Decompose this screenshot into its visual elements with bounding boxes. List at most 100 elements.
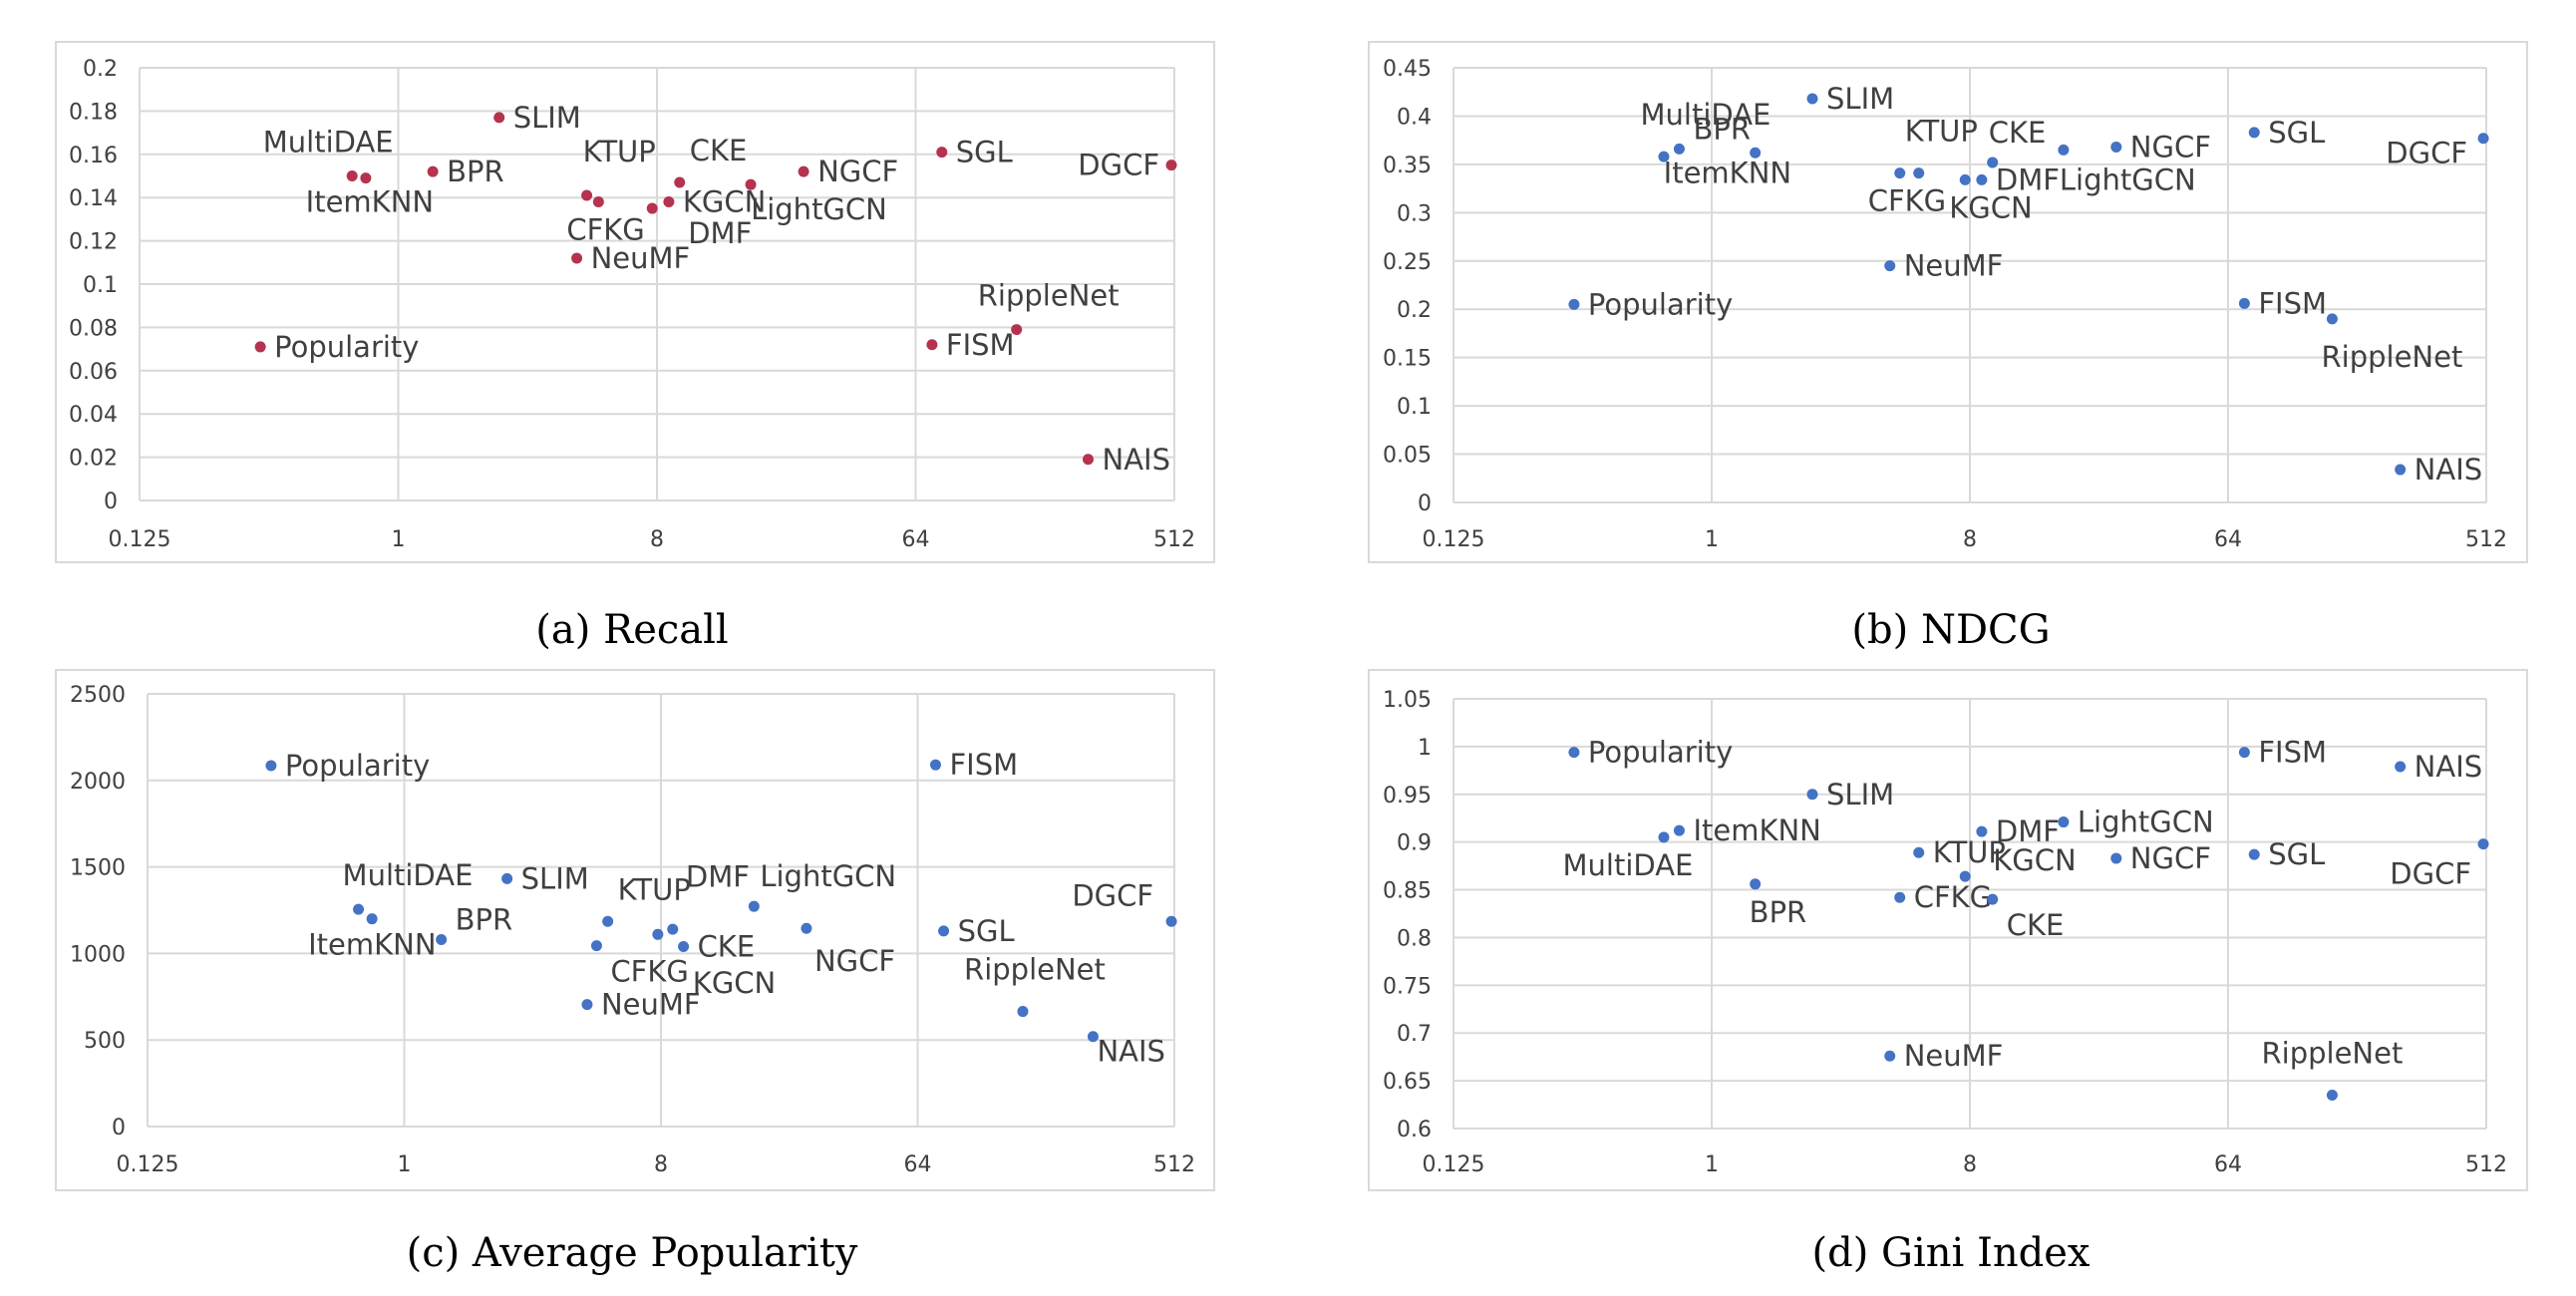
gini-index-panel: 0.6 0.65 0.7 0.75 0.8 0.85 0.9 0.95 1 1.05 0.125 1 8… [1368,669,2528,1276]
point-label-nais: NAIS [2415,750,2483,784]
x-tick-label: 8 [1963,1152,1977,1177]
y-tick-label: 0.25 [1383,250,1432,275]
x-tick-label: 512 [1153,527,1195,552]
y-tick-label: 0.8 [1397,926,1432,951]
point-label-itemknn: ItemKNN [306,185,434,219]
point-cfkg [590,940,602,952]
point-label-ktup: KTUP [1905,115,1978,149]
point-ktup [1913,846,1925,858]
point-neumf [571,252,583,264]
point-label-neumf: NeuMF [1904,1039,2004,1073]
y-tick-label: 0 [104,489,118,514]
point-label-cfkg: CFKG [566,213,644,247]
point-ngcf [2110,141,2122,153]
point-label-slim: SLIM [513,101,581,135]
point-itemknn [360,172,372,184]
point-bpr [1673,143,1685,155]
point-label-dmf: DMF [1996,162,2060,196]
point-label-lightgcn: LightGCN [2060,162,2196,196]
point-label-slim: SLIM [1826,778,1894,811]
point-label-ngcf: NGCF [817,155,898,188]
point-nais [2395,464,2407,476]
point-fism [2238,297,2250,309]
x-tick-label: 8 [654,1152,668,1177]
point-label-multidae: MultiDAE [1563,848,1694,882]
point-label-ngcf: NGCF [2130,130,2211,163]
point-sgl [938,925,950,937]
y-tick-label: 0.06 [69,360,118,385]
point-neumf [1884,260,1896,272]
y-tick-label: 1500 [70,856,126,881]
point-popularity [1568,298,1580,310]
point-cfkg [592,196,604,208]
point-dmf [1976,173,1988,185]
point-dgcf [1165,915,1177,927]
point-dmf [1976,825,1988,837]
point-kgcn [663,196,675,208]
point-itemknn [1750,147,1762,159]
point-label-ktup: KTUP [618,872,691,906]
point-ktup [602,915,614,927]
point-label-dmf: DMF [1996,814,2060,848]
point-kgcn [1959,870,1971,882]
y-tick-label: 0.45 [1383,57,1432,82]
point-label-neumf: NeuMF [1904,249,2004,283]
x-tick-label: 0.125 [1423,527,1485,552]
point-kgcn [667,923,679,935]
point-fism [926,339,938,351]
point-label-popularity: Popularity [1588,736,1733,770]
point-sgl [2248,127,2260,139]
point-label-cke: CKE [2007,908,2065,942]
point-nais [1083,454,1094,466]
y-tick-label: 0.04 [69,403,118,428]
point-label-fism: FISM [2258,736,2327,770]
point-itemknn [1673,824,1685,836]
point-label-dgcf: DGCF [2386,137,2467,170]
point-label-sgl: SGL [956,136,1013,169]
point-ripplenet [2326,313,2338,325]
y-tick-label: 0.85 [1383,879,1432,904]
point-label-dmf: DMF [688,216,752,250]
point-multidae [346,170,358,181]
point-popularity [1568,747,1580,759]
point-bpr [1750,878,1762,890]
y-tick-label: 0.35 [1383,154,1432,178]
point-fism [929,759,941,771]
point-label-cke: CKE [698,929,756,963]
point-neumf [1884,1050,1896,1062]
y-tick-label: 1000 [70,942,126,967]
point-nais [1087,1031,1099,1043]
x-tick-label: 0.125 [117,1152,179,1177]
point-dmf [652,928,664,940]
point-label-ripplenet: RippleNet [2262,1036,2404,1070]
y-tick-label: 0.02 [69,447,118,472]
y-tick-label: 0.14 [69,186,118,211]
point-label-lightgcn: LightGCN [2078,806,2214,839]
point-ngcf [2110,852,2122,864]
point-itemknn [366,913,378,925]
y-tick-label: 0.2 [1397,298,1432,323]
point-multidae [353,903,365,915]
point-label-nais: NAIS [2415,453,2483,486]
y-tick-label: 0.3 [1397,201,1432,226]
point-label-multidae: MultiDAE [343,858,474,892]
point-label-neumf: NeuMF [601,988,701,1022]
point-label-slim: SLIM [521,861,589,895]
point-label-bpr: BPR [1693,112,1751,146]
y-tick-label: 0.2 [83,57,118,82]
point-sgl [2248,848,2260,860]
y-tick-label: 0.6 [1397,1118,1432,1142]
point-fism [2238,747,2250,759]
point-label-ripplenet: RippleNet [964,953,1106,987]
point-label-kgcn: KGCN [1949,190,2032,224]
point-label-lightgcn: LightGCN [751,192,887,226]
point-label-sgl: SGL [2268,837,2325,871]
point-label-kgcn: KGCN [693,966,776,1000]
x-tick-label: 1 [1705,527,1719,552]
point-slim [1806,789,1818,801]
gini-index-caption: (d) Gini Index [1812,1230,2091,1276]
y-tick-label: 2500 [70,683,126,708]
point-neumf [581,999,593,1011]
point-label-itemknn: ItemKNN [308,928,436,962]
point-label-fism: FISM [949,748,1018,782]
